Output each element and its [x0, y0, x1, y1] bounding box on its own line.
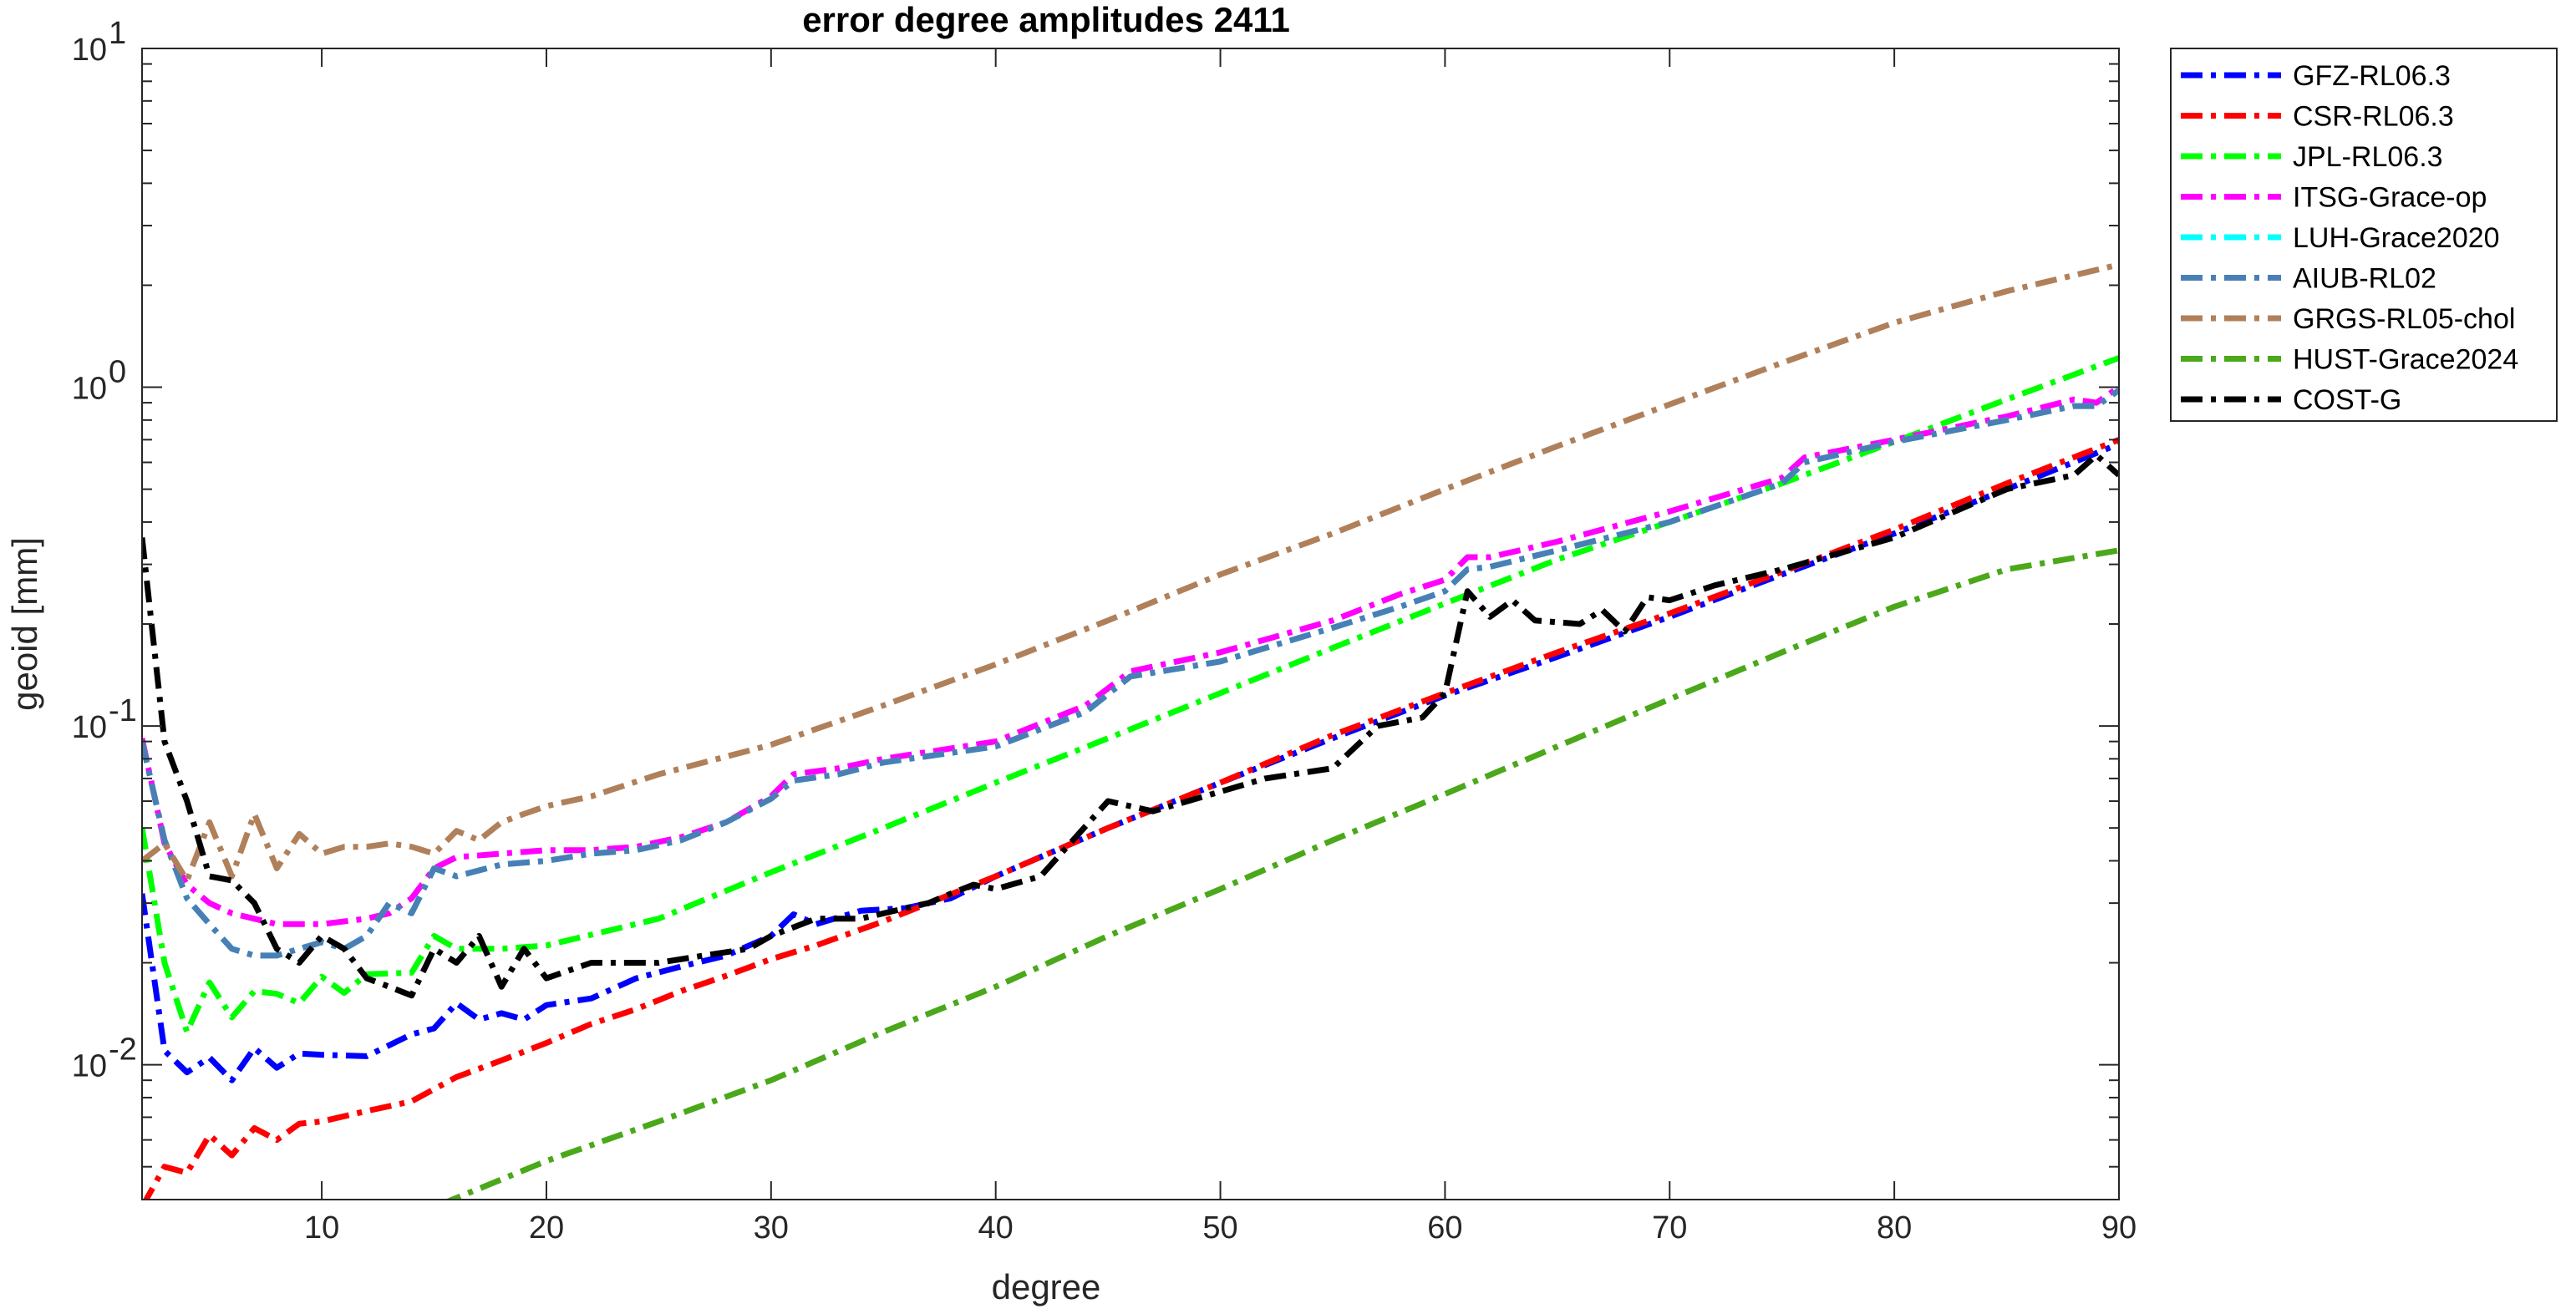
- legend-label-7: HUST-Grace2024: [2293, 344, 2518, 376]
- series-line-7: [445, 547, 2119, 1200]
- x-tick-label-0: 10: [304, 1210, 339, 1246]
- legend-label-1: CSR-RL06.3: [2293, 101, 2454, 133]
- x-tick-label-8: 90: [2101, 1210, 2137, 1246]
- legend-label-8: COST-G: [2293, 384, 2401, 416]
- legend-label-5: AIUB-RL02: [2293, 263, 2436, 295]
- y-tick-label-exp-1: -1: [109, 693, 137, 728]
- series-layer: [142, 261, 2119, 1200]
- series-line-3: [142, 384, 2119, 927]
- legend: GFZ-RL06.3 CSR-RL06.3 JPL-RL06.3 ITSG-Grace…: [2170, 48, 2558, 422]
- series-line-1: [143, 437, 2119, 1200]
- y-tick-label-1: 10: [72, 710, 107, 745]
- x-axis-label: degree: [992, 1267, 1101, 1306]
- chart-title: error degree amplitudes 2411: [802, 0, 1290, 39]
- legend-label-2: JPL-RL06.3: [2293, 141, 2443, 173]
- x-tick-label-1: 20: [529, 1210, 564, 1246]
- series-line-5: [142, 388, 2119, 959]
- legend-label-3: ITSG-Grace-op: [2293, 182, 2487, 214]
- y-tick-label-exp-2: 0: [109, 355, 126, 390]
- y-axis-label: geoid [mm]: [5, 537, 44, 711]
- y-tick-label-exp-3: 1: [109, 16, 126, 51]
- x-tick-label-2: 30: [754, 1210, 789, 1246]
- y-tick-label-0: 10: [72, 1049, 107, 1084]
- x-tick-label-4: 50: [1202, 1210, 1237, 1246]
- legend-label-0: GFZ-RL06.3: [2293, 60, 2451, 92]
- x-tick-label-7: 80: [1877, 1210, 1912, 1246]
- y-tick-label-exp-0: -2: [109, 1032, 137, 1068]
- legend-label-6: GRGS-RL05-chol: [2293, 303, 2515, 335]
- x-tick-label-3: 40: [978, 1210, 1014, 1246]
- plot-area: [142, 48, 2119, 1200]
- y-tick-label-3: 10: [72, 33, 107, 68]
- legend-label-4: LUH-Grace2020: [2293, 222, 2500, 254]
- y-tick-label-2: 10: [72, 372, 107, 407]
- x-tick-label-5: 60: [1427, 1210, 1462, 1246]
- x-tick-label-6: 70: [1652, 1210, 1687, 1246]
